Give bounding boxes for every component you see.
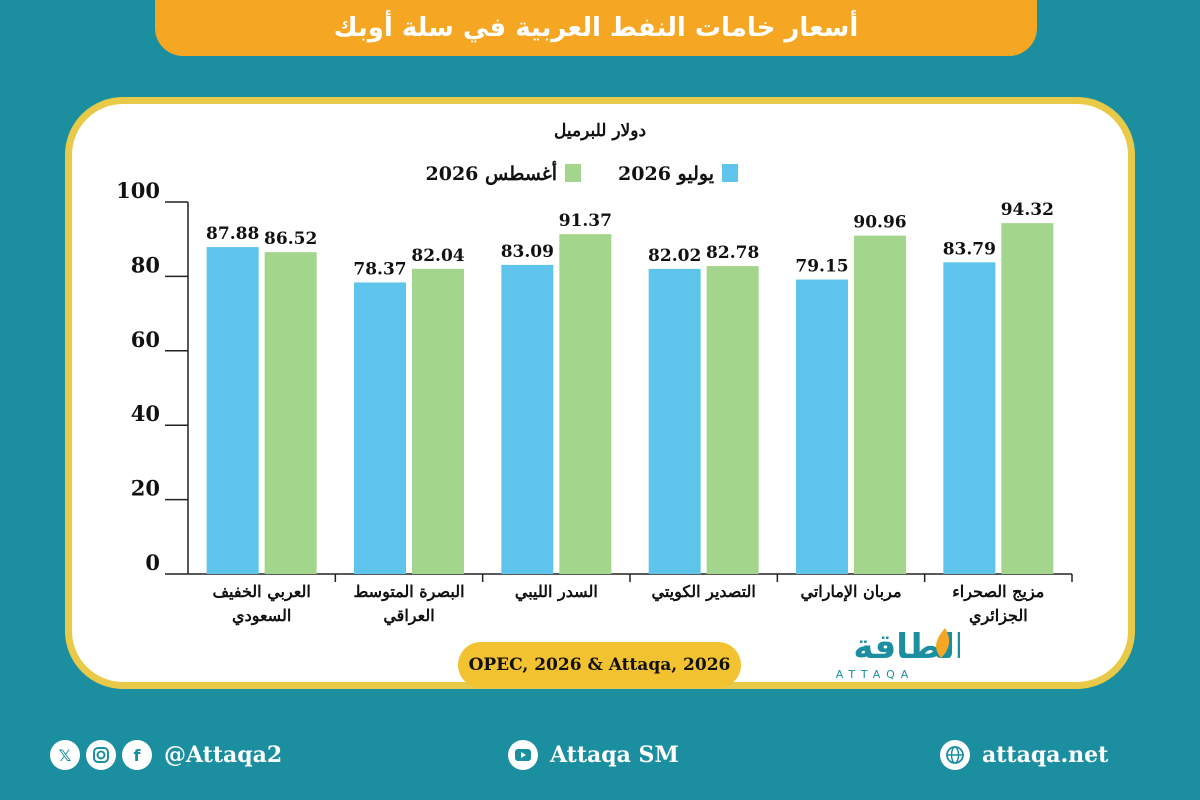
x-category-label-3: السدر الليبي <box>515 582 598 602</box>
legend-swatch-1 <box>722 164 738 182</box>
data-label-2-1: 78.37 <box>353 259 406 279</box>
bar-1-2 <box>264 252 317 574</box>
bar-4-1 <box>648 268 701 574</box>
x-category-label-1: السعودي <box>232 606 291 626</box>
data-label-1-1: 87.88 <box>206 224 259 244</box>
y-tick-label-40: 40 <box>131 401 160 426</box>
legend-label-1: يوليو 2026 <box>618 163 714 185</box>
data-label-1-2: 86.52 <box>264 229 317 249</box>
youtube-icon[interactable] <box>508 740 538 770</box>
x-category-label-1: العربي الخفيف <box>212 582 310 602</box>
chart-subtitle: دولار للبرميل <box>554 121 646 141</box>
x-category-label-6: الجزائري <box>969 606 1028 626</box>
data-label-4-2: 82.78 <box>706 243 759 263</box>
y-tick-label-20: 20 <box>131 476 160 501</box>
social-group: 𝕏 f @Attaqa2 <box>50 740 282 770</box>
bar-6-1 <box>943 262 996 574</box>
data-label-4-1: 82.02 <box>648 246 701 266</box>
data-label-2-2: 82.04 <box>411 246 464 266</box>
data-label-3-2: 91.37 <box>559 211 612 231</box>
x-category-label-2: العراقي <box>383 606 434 626</box>
bar-1-1 <box>206 247 259 574</box>
x-category-label-4: التصدير الكويتي <box>652 582 756 602</box>
bar-2-1 <box>354 282 406 574</box>
social-handle[interactable]: @Attaqa2 <box>164 742 283 768</box>
y-tick-label-0: 0 <box>145 550 160 575</box>
data-label-6-1: 83.79 <box>943 239 996 259</box>
bar-2-2 <box>412 268 464 574</box>
data-label-3-1: 83.09 <box>501 242 554 262</box>
source-badge: OPEC, 2026 & Attaqa, 2026 <box>458 642 741 688</box>
youtube-channel[interactable]: Attaqa SM <box>550 742 679 768</box>
x-icon[interactable]: 𝕏 <box>50 740 80 770</box>
youtube-group: Attaqa SM <box>508 740 679 770</box>
facebook-icon[interactable]: f <box>122 740 152 770</box>
x-category-label-6: مزيج الصحراء <box>952 582 1044 602</box>
x-category-label-2: البصرة المتوسط <box>353 582 464 602</box>
legend-swatch-2 <box>565 164 581 182</box>
website-link[interactable]: attaqa.net <box>982 742 1109 768</box>
legend-label-2: أغسطس 2026 <box>426 160 557 185</box>
instagram-icon[interactable] <box>86 740 116 770</box>
bar-5-1 <box>796 279 848 574</box>
y-tick-label-60: 60 <box>131 327 160 352</box>
y-tick-label-80: 80 <box>131 252 160 277</box>
bar-3-1 <box>501 264 554 574</box>
bar-3-2 <box>559 234 612 574</box>
globe-icon[interactable] <box>940 740 970 770</box>
bar-4-2 <box>706 266 759 574</box>
page-title: أسعار خامات النفط العربية في سلة أوبك <box>155 0 1037 56</box>
source-text: OPEC, 2026 & Attaqa, 2026 <box>468 655 731 675</box>
data-label-5-2: 90.96 <box>853 213 906 233</box>
flame-icon <box>936 628 950 658</box>
attaqa-logo: الطاقة ATTAQA <box>836 627 960 681</box>
page-title-text: أسعار خامات النفط العربية في سلة أوبك <box>333 13 859 43</box>
x-category-label-5: مربان الإماراتي <box>800 582 901 602</box>
logo-latin: ATTAQA <box>836 668 915 681</box>
bar-6-2 <box>1001 223 1054 575</box>
bar-5-2 <box>854 235 906 575</box>
data-label-6-2: 94.32 <box>1001 200 1054 220</box>
footer: 𝕏 f @Attaqa2 Attaqa SM attaqa.net <box>0 725 1200 785</box>
website-group: attaqa.net <box>940 740 1108 770</box>
y-tick-label-100: 100 <box>116 178 160 203</box>
data-label-5-1: 79.15 <box>795 257 848 277</box>
